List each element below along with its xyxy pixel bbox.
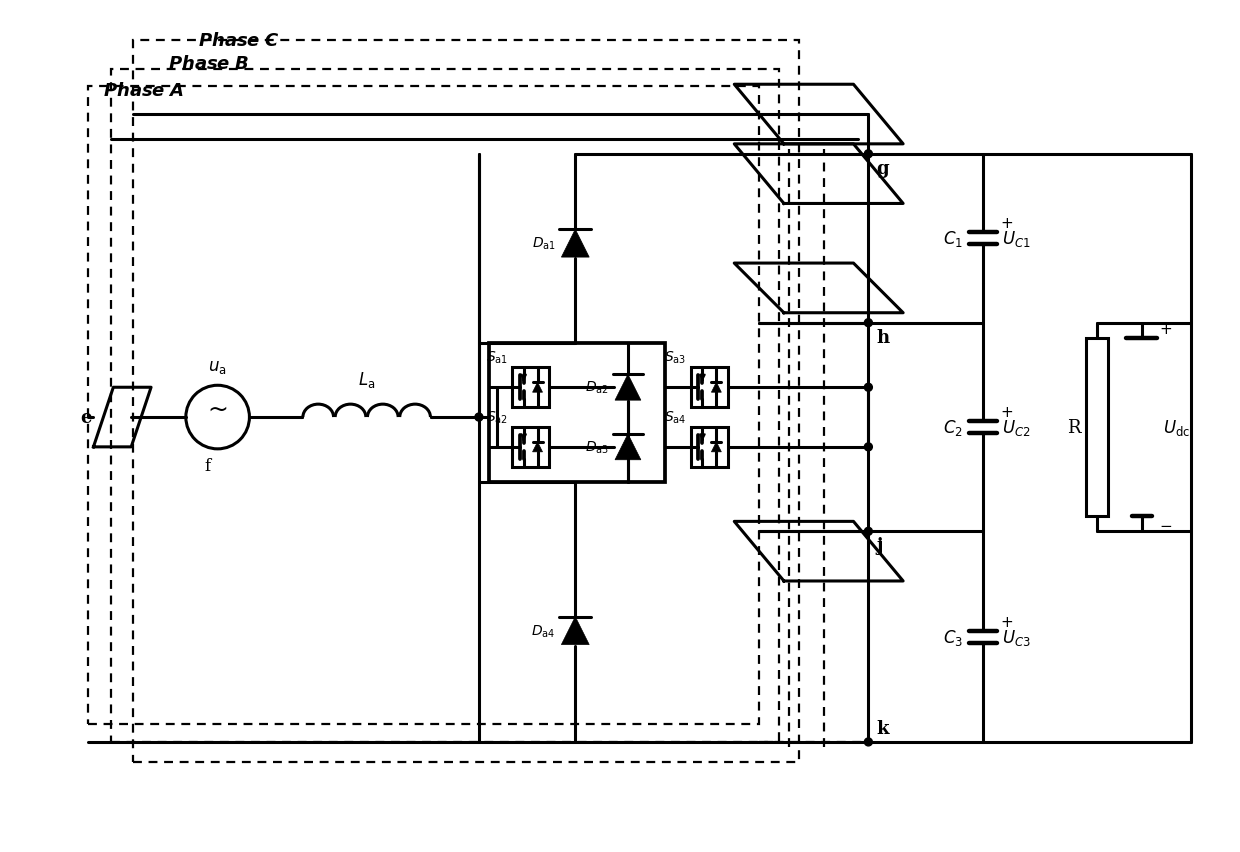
Circle shape [864, 738, 873, 746]
Text: $S_{\rm a2}$: $S_{\rm a2}$ [486, 409, 507, 425]
Bar [133, 41, 799, 762]
Text: $U_{\rm dc}$: $U_{\rm dc}$ [1163, 417, 1190, 437]
Text: j: j [877, 537, 883, 555]
Circle shape [864, 151, 873, 158]
Text: $u_{\rm a}$: $u_{\rm a}$ [208, 359, 227, 376]
Polygon shape [615, 435, 641, 460]
Text: e: e [79, 409, 92, 427]
Text: f: f [205, 458, 211, 475]
Polygon shape [562, 230, 589, 258]
Text: $S_{\rm a1}$: $S_{\rm a1}$ [486, 349, 507, 366]
Text: $\bfit{Phase\ B}$: $\bfit{Phase\ B}$ [167, 55, 249, 73]
Bar [512, 368, 549, 407]
Text: $D_{\rm a1}$: $D_{\rm a1}$ [532, 236, 556, 252]
Text: +: + [1001, 405, 1013, 419]
Text: −: − [1159, 519, 1172, 533]
Text: +: + [1001, 614, 1013, 629]
Text: $D_{\rm a2}$: $D_{\rm a2}$ [585, 380, 609, 396]
Text: k: k [877, 719, 889, 737]
Polygon shape [712, 383, 722, 393]
Text: $\bfit{Phase\ A}$: $\bfit{Phase\ A}$ [103, 82, 185, 100]
Bar [691, 368, 728, 407]
Text: $D_{\rm a4}$: $D_{\rm a4}$ [531, 623, 556, 639]
Text: $C_1$: $C_1$ [942, 229, 962, 249]
Text: $C_3$: $C_3$ [942, 627, 962, 647]
Bar [88, 87, 759, 724]
Circle shape [864, 443, 873, 452]
Circle shape [475, 413, 482, 422]
Text: R: R [1068, 418, 1081, 436]
Circle shape [864, 527, 873, 536]
Text: $U_{C2}$: $U_{C2}$ [1002, 417, 1030, 437]
Bar [691, 428, 728, 467]
Text: $S_{\rm a4}$: $S_{\rm a4}$ [665, 409, 687, 425]
Text: g: g [877, 159, 889, 177]
Text: +: + [1001, 216, 1013, 231]
Text: $L_{\rm a}$: $L_{\rm a}$ [358, 370, 376, 389]
Polygon shape [615, 375, 641, 400]
Polygon shape [532, 383, 543, 393]
Bar [112, 70, 779, 742]
Polygon shape [712, 442, 722, 452]
Bar [1086, 338, 1107, 517]
Circle shape [864, 384, 873, 392]
Text: $U_{C3}$: $U_{C3}$ [1002, 627, 1032, 647]
Text: h: h [877, 328, 889, 346]
Text: $D_{\rm a3}$: $D_{\rm a3}$ [585, 439, 609, 456]
Text: $\bfit{Phase\ C}$: $\bfit{Phase\ C}$ [197, 32, 280, 50]
Text: ~: ~ [207, 398, 228, 422]
Bar [512, 428, 549, 467]
Bar [489, 343, 665, 482]
Text: $U_{C1}$: $U_{C1}$ [1002, 229, 1032, 249]
Polygon shape [562, 617, 589, 645]
Text: +: + [1159, 321, 1172, 337]
Text: $S_{\rm a3}$: $S_{\rm a3}$ [665, 349, 687, 366]
Polygon shape [532, 442, 543, 452]
Text: $C_2$: $C_2$ [942, 417, 962, 437]
Circle shape [864, 320, 873, 327]
